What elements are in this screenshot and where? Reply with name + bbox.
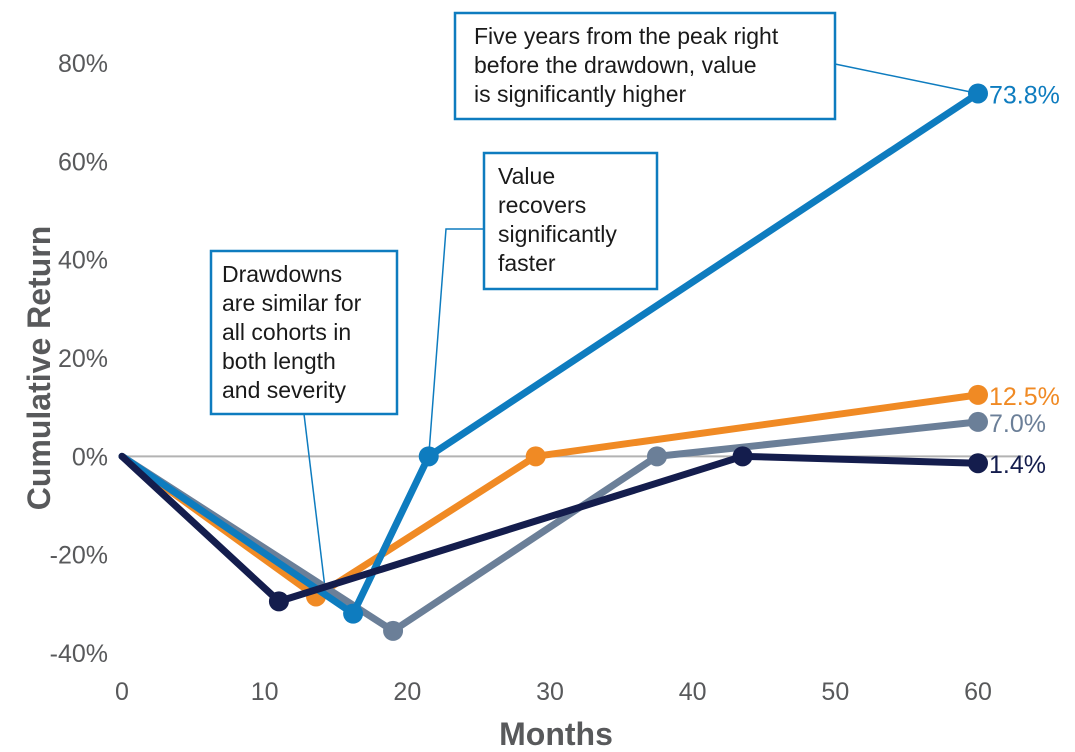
series-line (118, 89, 982, 618)
data-point (343, 603, 364, 624)
data-point (268, 591, 289, 612)
y-tick-label: 80% (58, 50, 108, 78)
data-point (968, 384, 988, 405)
annotation-text: and severity (222, 377, 347, 403)
y-tick-label: -20% (50, 542, 108, 570)
y-tick-label: 0% (72, 443, 108, 471)
annotation-leader (427, 228, 484, 457)
annotations: Five years from the peak right before the… (209, 11, 979, 597)
annotation-text: are similar for (222, 290, 362, 316)
x-tick-label: 50 (821, 678, 849, 706)
x-tick-label: 40 (679, 678, 707, 706)
end-value-label: 7.0% (989, 410, 1046, 438)
x-tick-label: 20 (393, 678, 421, 706)
y-tick-label: 20% (58, 345, 108, 373)
data-point (383, 620, 404, 641)
annotation-text: is significantly higher (474, 81, 687, 107)
data-point (968, 411, 988, 432)
annotation-text: Value (498, 163, 555, 189)
x-tick-label: 10 (251, 678, 279, 706)
y-tick-label: -40% (50, 640, 108, 668)
annotation-leader (303, 413, 327, 597)
data-point (732, 446, 753, 467)
series-line (118, 452, 982, 605)
end-value-label: 12.5% (989, 383, 1060, 411)
end-value-label: 73.8% (989, 81, 1060, 109)
y-tick-label: 40% (58, 247, 108, 275)
end-labels: 12.5%7.0% 73.8% 1.4% (989, 81, 1060, 479)
y-tick-label: 60% (58, 148, 108, 176)
annotation-box (482, 151, 659, 291)
annotation-text: significantly (498, 221, 617, 247)
annotation-text: all cohorts in (222, 319, 351, 345)
annotation-leader (834, 63, 979, 95)
series-line (118, 391, 982, 600)
data-point (647, 446, 667, 467)
data-point (525, 446, 546, 467)
axes: -40% -20% 0% 20% 40% 60% 80% 0 10 20 30 40 50 60 Month… (21, 50, 1023, 752)
series-group (118, 83, 988, 641)
annotation-text: before the drawdown, value (474, 52, 757, 78)
x-tick-label: 60 (964, 678, 992, 706)
series-line (118, 418, 982, 635)
x-tick-label: 0 (115, 678, 129, 706)
annotation-text: faster (498, 250, 556, 276)
end-value-label: 1.4% (989, 451, 1046, 479)
data-point (418, 446, 439, 467)
annotation-text: Five years from the peak right (474, 23, 779, 49)
annotation-box (209, 249, 399, 416)
x-axis-title: Months (499, 716, 613, 752)
annotation-text: both length (222, 348, 336, 374)
data-point (968, 453, 988, 474)
annotation-text: Drawdowns (222, 261, 342, 287)
annotation-text: recovers (498, 192, 586, 218)
data-point (968, 83, 988, 104)
x-tick-label: 30 (536, 678, 564, 706)
annotation-box (453, 11, 837, 121)
y-axis-title: Cumulative Return (21, 226, 57, 510)
